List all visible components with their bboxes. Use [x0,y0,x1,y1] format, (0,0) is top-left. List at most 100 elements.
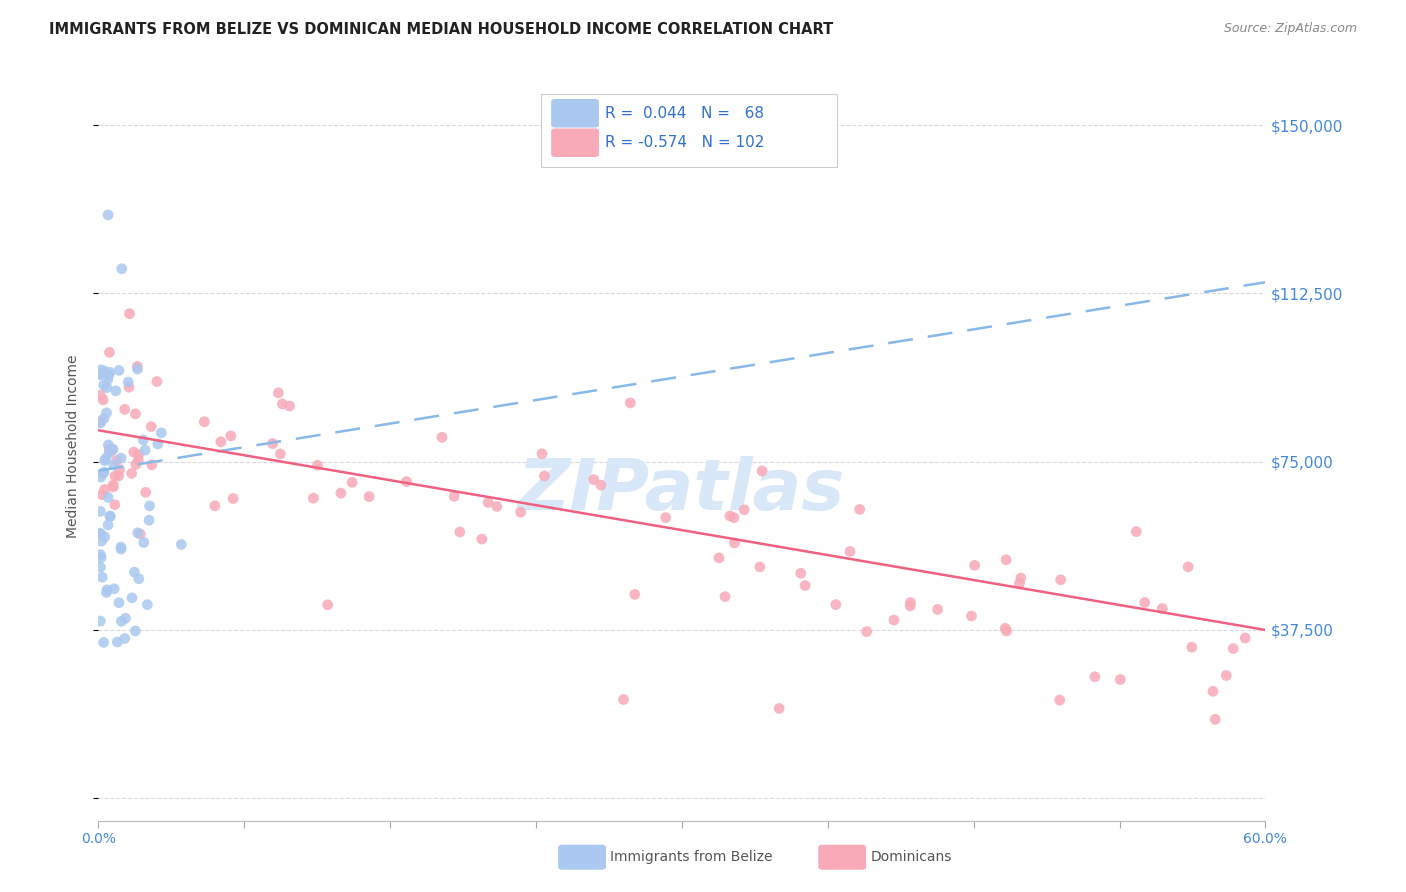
Point [103,582,125,596]
Point [134,443,156,458]
Point [89,367,111,381]
Point [97,208,120,222]
Point [111,261,134,276]
Point [471,532,494,546]
Point [105,635,128,649]
Point [89,614,111,628]
Point [98,365,121,379]
Point [509,505,531,519]
Point [855,624,877,639]
Point [1152,601,1174,615]
Point [132,433,155,447]
Point [127,453,149,467]
Point [110,542,132,557]
Text: R =  0.044   N =   68: R = 0.044 N = 68 [605,106,763,120]
Point [108,463,131,477]
Point [900,595,922,609]
Point [96,406,118,420]
Point [1204,712,1226,726]
Point [654,510,676,524]
Point [124,565,146,579]
Point [1181,640,1204,655]
Point [723,510,745,524]
Point [927,602,949,616]
Point [170,537,193,551]
Point [105,453,128,467]
Point [262,436,284,450]
Point [93,378,115,392]
Point [898,599,921,613]
Point [89,368,111,382]
Point [90,488,112,502]
Point [104,384,127,398]
Point [127,525,149,540]
Point [127,362,149,376]
Point [707,550,730,565]
Point [623,587,645,601]
Point [110,615,132,629]
Point [138,499,160,513]
Point [824,598,846,612]
Point [1222,641,1244,656]
Point [768,701,790,715]
Point [222,491,245,506]
Point [132,535,155,549]
Point [1109,673,1132,687]
Point [89,560,111,574]
Point [98,446,121,460]
Point [121,467,143,481]
Point [994,621,1017,635]
Point [751,464,773,478]
Point [141,458,163,472]
Point [340,475,363,490]
Point [97,372,120,386]
Point [93,453,115,467]
Point [204,499,226,513]
Point [533,469,555,483]
Point [848,502,870,516]
Point [723,536,745,550]
Point [90,550,112,565]
Point [150,425,173,440]
Point [94,530,117,544]
Point [96,381,118,395]
Point [103,458,125,472]
Text: Dominicans: Dominicans [870,850,952,864]
Point [97,518,120,533]
Point [89,415,111,429]
Point [1008,576,1031,591]
Point [271,397,294,411]
Point [307,458,329,473]
Point [135,485,157,500]
Point [124,407,146,421]
Point [97,491,120,505]
Point [1234,631,1257,645]
Point [329,486,352,500]
Text: Source: ZipAtlas.com: Source: ZipAtlas.com [1223,22,1357,36]
Point [302,491,325,505]
Point [449,524,471,539]
Point [89,526,111,541]
Point [316,598,339,612]
Point [748,560,770,574]
Point [790,566,813,581]
Point [93,483,115,497]
Point [269,447,291,461]
Point [733,503,755,517]
Point [98,509,121,524]
Point [124,624,146,638]
Point [794,578,817,592]
Point [1049,573,1071,587]
Point [107,469,129,483]
Point [395,475,418,489]
Point [714,590,737,604]
Point [91,570,114,584]
Point [128,448,150,462]
Point [114,632,136,646]
Point [104,498,127,512]
Point [1084,670,1107,684]
Point [96,585,118,599]
Point [94,451,117,466]
Text: Immigrants from Belize: Immigrants from Belize [610,850,773,864]
Y-axis label: Median Household Income: Median Household Income [66,354,80,538]
